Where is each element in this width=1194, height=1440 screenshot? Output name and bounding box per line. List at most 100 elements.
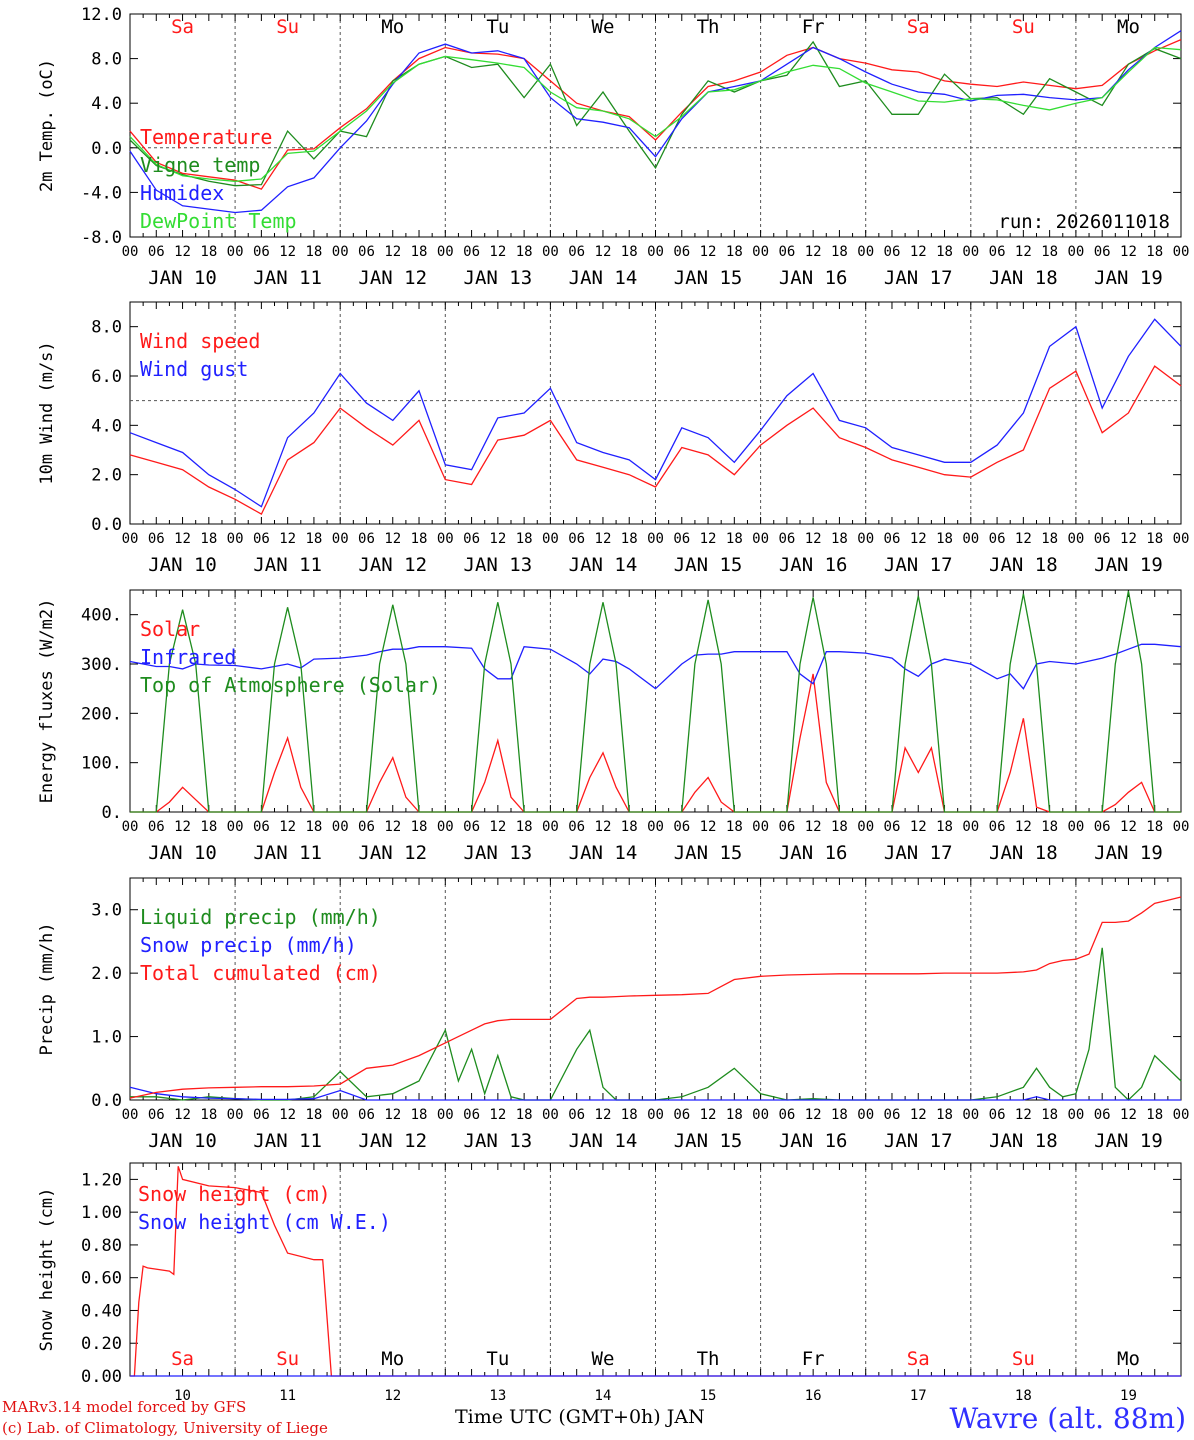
hour-label: 06 [1094,1107,1111,1123]
hour-label: 06 [673,531,690,547]
y-tick-label: -8.0 [81,228,122,248]
y-tick-label: 0.0 [91,1091,122,1111]
hour-label: 06 [1094,531,1111,547]
hour-label: 12 [700,531,717,547]
legend-label: Snow precip (mm/h) [140,933,357,957]
hour-label: 12 [700,819,717,835]
day-abbr-label: Sa [171,1348,194,1370]
snow-series-snow-height-cm- [130,1166,1181,1377]
hour-label: 06 [778,244,795,260]
date-label: JAN 19 [1094,267,1163,289]
y-tick-label: 100. [81,754,122,774]
hour-label: 06 [673,244,690,260]
hour-label: 06 [989,1107,1006,1123]
hour-label: 06 [148,531,165,547]
hour-label: 18 [1041,1107,1058,1123]
day-abbr-label: Su [1012,1348,1035,1370]
day-abbr-label: Tu [486,1348,509,1370]
precip-panel: 0.0 1.0 2.0 3.0 Precip (mm/h) Liquid precip (… [37,877,1189,1152]
hour-label: 00 [962,531,979,547]
date-label: JAN 16 [779,554,848,576]
y-tick-label: 4.0 [91,94,122,114]
day-abbr-label: Tu [486,16,509,38]
date-label: JAN 17 [884,1130,953,1152]
hour-label: 12 [489,1107,506,1123]
date-label: JAN 14 [569,267,638,289]
day-abbr-label: We [592,16,615,38]
hour-label: 00 [647,819,664,835]
hour-label: 00 [857,1107,874,1123]
hour-label: 18 [305,1107,322,1123]
hour-label: 00 [647,531,664,547]
day-abbr-label: Mo [1117,16,1140,38]
hour-label: 06 [253,244,270,260]
y-tick-label: 12.0 [81,5,122,25]
hour-label: 00 [647,244,664,260]
date-label: JAN 16 [779,842,848,864]
day-abbr-label: Sa [171,16,194,38]
date-label: JAN 16 [779,267,848,289]
day-abbr-label: Su [276,16,299,38]
hour-label: 06 [778,819,795,835]
hour-label: 12 [279,531,296,547]
date-label: JAN 10 [148,554,217,576]
y-tick-label: 1.20 [81,1170,122,1190]
day-abbr-label: Fr [802,16,825,38]
hour-label: 18 [1041,531,1058,547]
date-label: JAN 19 [1094,842,1163,864]
hour-label: 18 [936,244,953,260]
y-tick-label: 300. [81,655,122,675]
hour-label: 06 [778,531,795,547]
hour-label: 18 [411,244,428,260]
hour-label: 18 [726,244,743,260]
y-tick-label: 0.00 [81,1367,122,1387]
hour-label: 18 [411,819,428,835]
y-tick-label: 200. [81,704,122,724]
hour-label: 06 [358,1107,375,1123]
hour-label: 18 [516,1107,533,1123]
day-abbr-label: Sa [907,16,930,38]
hour-label: 00 [962,1107,979,1123]
hour-label: 06 [568,531,585,547]
date-label: JAN 11 [253,267,322,289]
temperature-series-dewpoint-temp [129,46,1182,182]
wind-series-group [129,318,1182,516]
hour-label: 12 [384,531,401,547]
hour-label: 12 [279,819,296,835]
legend-label: Solar [140,617,200,641]
hour-label: 18 [726,1107,743,1123]
hour-label: 00 [227,1107,244,1123]
hour-label: 06 [568,244,585,260]
legend-label: Liquid precip (mm/h) [140,905,381,929]
hour-label: 06 [989,531,1006,547]
hour-label: 00 [122,244,139,260]
hour-label: 00 [542,244,559,260]
hour-label: 18 [200,244,217,260]
hour-label: 06 [148,1107,165,1123]
hour-label: 00 [122,531,139,547]
hour-label: 12 [279,1107,296,1123]
hour-label: 00 [1173,531,1190,547]
day-abbr-label: Sa [907,1348,930,1370]
hour-label: 06 [463,244,480,260]
day-number-label: 16 [805,1388,822,1404]
energy-series-group [129,590,1182,813]
date-label: JAN 19 [1094,1130,1163,1152]
day-abbr-label: Fr [802,1348,825,1370]
date-label: JAN 12 [358,554,427,576]
date-label: JAN 19 [1094,554,1163,576]
hour-label: 00 [332,819,349,835]
temperature-frame [129,13,1182,238]
hour-label: 18 [621,531,638,547]
snow-ylabel: Snow height (cm) [37,1188,57,1352]
hour-label: 12 [805,244,822,260]
hour-label: 06 [1094,819,1111,835]
hour-label: 12 [1015,819,1032,835]
date-label: JAN 13 [464,842,533,864]
hour-label: 00 [542,531,559,547]
date-label: JAN 16 [779,1130,848,1152]
y-tick-label: 0.60 [81,1269,122,1289]
hour-label: 18 [411,531,428,547]
snow-panel: 0.00 0.20 0.40 0.60 0.80 1.00 1.20 Snow height … [37,1162,1182,1404]
y-tick-label: 8.0 [91,50,122,70]
